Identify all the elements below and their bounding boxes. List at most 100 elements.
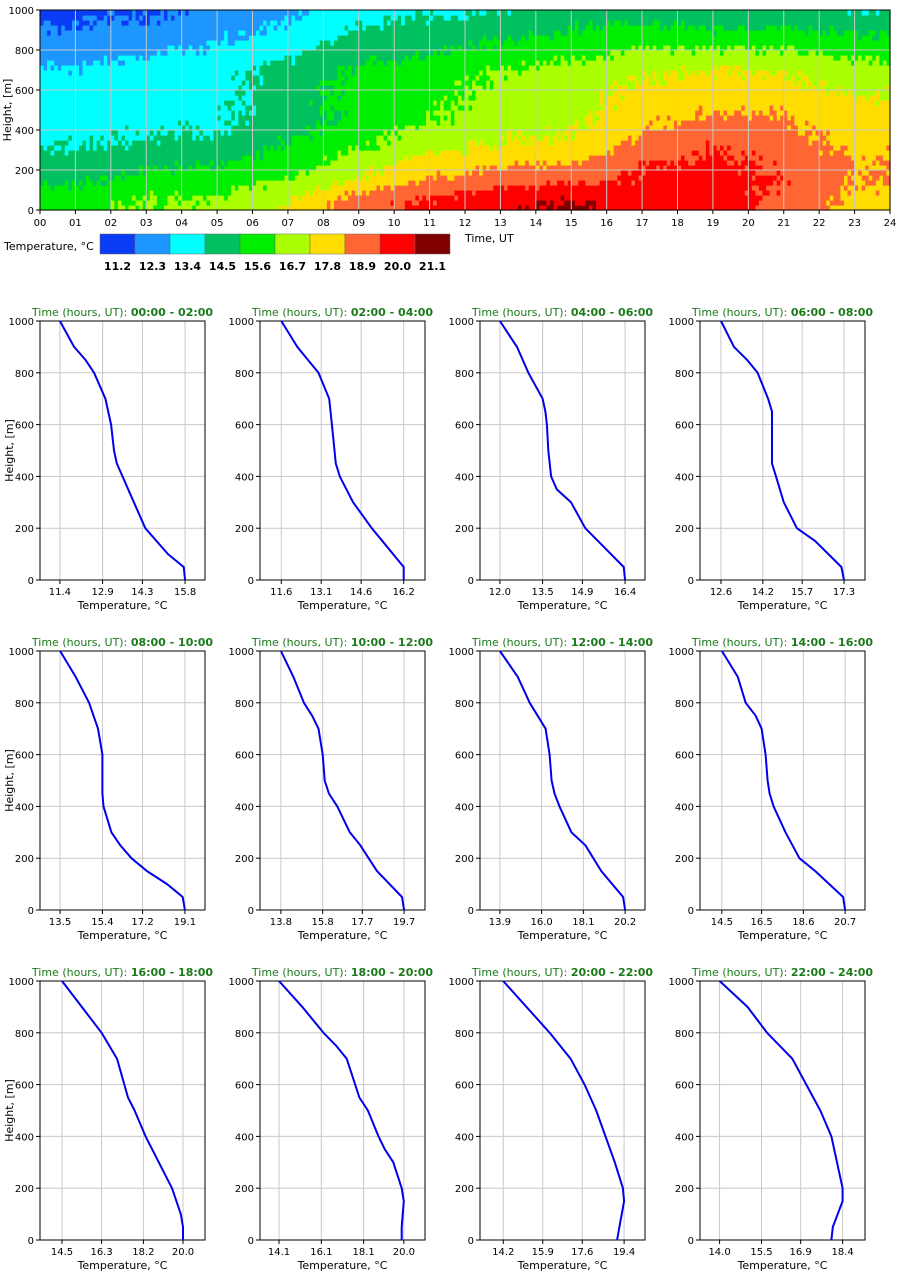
heatmap-cell xyxy=(362,15,367,21)
heatmap-cell xyxy=(298,15,303,21)
heatmap-cell xyxy=(71,125,77,131)
heatmap-cell xyxy=(397,205,402,211)
heatmap-cell xyxy=(181,160,186,166)
heatmap-cell xyxy=(333,105,339,111)
heatmap-cell xyxy=(418,120,424,126)
heatmap-cell xyxy=(128,145,133,151)
heatmap-cell xyxy=(369,160,374,166)
heatmap-cell xyxy=(86,180,91,186)
heatmap-cell xyxy=(397,85,402,91)
heatmap-cell xyxy=(302,105,307,111)
heatmap-cell xyxy=(142,205,147,211)
heatmap-cell xyxy=(114,85,119,91)
heatmap-cell xyxy=(295,85,300,91)
heatmap-cell xyxy=(153,70,158,76)
heatmap-cell xyxy=(287,125,293,131)
heatmap-cell xyxy=(270,105,275,111)
heatmap-cell xyxy=(348,75,353,81)
heatmap-cell xyxy=(61,180,66,186)
heatmap-cell xyxy=(248,185,254,191)
heatmap-cell xyxy=(422,20,427,26)
heatmap-cell xyxy=(217,30,222,36)
heatmap-cell xyxy=(125,105,130,111)
heatmap-cell xyxy=(220,150,225,156)
heatmap-cell xyxy=(139,10,144,16)
heatmap-cell xyxy=(287,195,293,201)
heatmap-cell xyxy=(309,10,314,16)
heatmap-cell xyxy=(128,50,133,56)
heatmap-cell xyxy=(273,50,278,56)
heatmap-cell xyxy=(277,200,282,206)
heatmap-cell xyxy=(213,30,218,36)
heatmap-cell xyxy=(188,205,193,211)
heatmap-cell xyxy=(401,85,406,91)
heatmap-cell xyxy=(344,140,349,146)
heatmap-cell xyxy=(291,155,296,161)
heatmap-cell xyxy=(96,70,101,76)
heatmap-cell xyxy=(305,45,310,51)
heatmap-cell xyxy=(443,25,448,31)
heatmap-cell xyxy=(114,70,119,76)
heatmap-cell xyxy=(220,115,225,121)
heatmap-cell xyxy=(135,30,140,36)
heatmap-cell xyxy=(82,180,87,186)
heatmap-cell xyxy=(348,20,353,26)
heatmap-cell xyxy=(206,25,211,31)
heatmap-cell xyxy=(397,25,402,31)
heatmap-cell xyxy=(125,115,130,121)
heatmap-cell xyxy=(284,140,289,146)
heatmap-cell xyxy=(447,140,452,146)
heatmap-cell xyxy=(394,95,399,101)
heatmap-cell xyxy=(358,170,363,176)
heatmap-cell xyxy=(454,50,459,56)
heatmap-cell xyxy=(163,90,169,96)
heatmap-cell xyxy=(333,90,339,96)
heatmap-cell xyxy=(71,205,77,211)
heatmap-cell xyxy=(40,60,45,66)
heatmap-cell xyxy=(146,95,151,101)
heatmap-cell xyxy=(263,90,268,96)
heatmap-cell xyxy=(86,25,91,31)
heatmap-cell xyxy=(231,70,236,76)
heatmap-cell xyxy=(422,85,427,91)
heatmap-cell xyxy=(178,105,183,111)
heatmap-cell xyxy=(309,180,314,186)
heatmap-cell xyxy=(89,115,94,121)
heatmap-cell xyxy=(185,200,190,206)
heatmap-cell xyxy=(461,15,466,21)
heatmap-cell xyxy=(323,30,328,36)
heatmap-cell xyxy=(291,185,296,191)
heatmap-cell xyxy=(387,140,392,146)
heatmap-cell xyxy=(436,100,441,106)
heatmap-cell xyxy=(404,170,409,176)
heatmap-cell xyxy=(316,200,321,206)
heatmap-cell xyxy=(202,115,208,121)
heatmap-cell xyxy=(57,65,62,71)
heatmap-cell xyxy=(202,105,208,111)
heatmap-cell xyxy=(217,120,222,126)
heatmap-cell xyxy=(149,25,154,31)
heatmap-cell xyxy=(273,100,278,106)
heatmap-cell xyxy=(125,95,130,101)
heatmap-cell xyxy=(93,185,98,191)
heatmap-cell xyxy=(220,110,225,116)
heatmap-cell xyxy=(181,200,186,206)
heatmap-cell xyxy=(305,200,310,206)
heatmap-cell xyxy=(54,55,59,61)
heatmap-cell xyxy=(433,185,438,191)
heatmap-cell xyxy=(472,155,477,161)
heatmap-cell xyxy=(319,15,324,21)
heatmap-cell xyxy=(411,115,417,121)
heatmap-cell xyxy=(472,175,477,181)
heatmap-cell xyxy=(280,175,285,181)
heatmap-cell xyxy=(174,155,179,161)
heatmap-cell xyxy=(241,185,247,191)
heatmap-cell xyxy=(89,90,94,96)
heatmap-cell xyxy=(436,135,441,141)
heatmap-cell xyxy=(369,150,374,156)
heatmap-cell xyxy=(256,125,261,131)
heatmap-cell xyxy=(418,70,424,76)
heatmap-cell xyxy=(160,35,165,41)
heatmap-cell xyxy=(450,180,455,186)
heatmap-cell xyxy=(397,60,402,66)
